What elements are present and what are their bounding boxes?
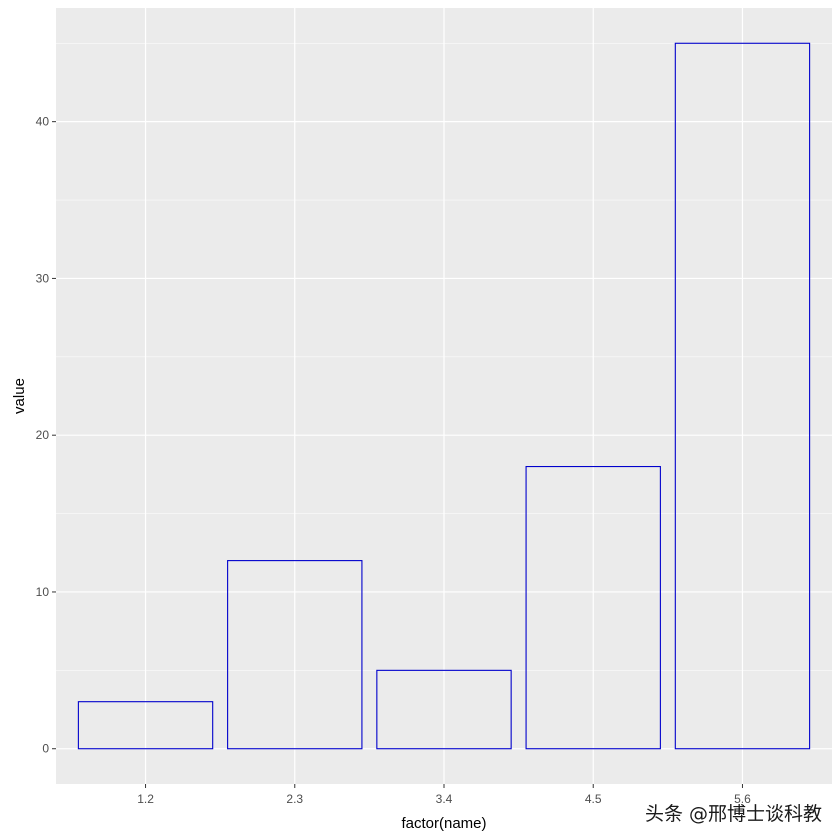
y-tick-label: 30 <box>36 271 50 285</box>
y-tick-label: 10 <box>36 585 50 599</box>
major-gridlines <box>56 8 832 784</box>
bar-series <box>77 42 811 750</box>
y-axis-ticks: 0 10 20 30 40 <box>36 115 56 756</box>
bar-4.5 <box>525 465 661 750</box>
x-axis-ticks: 1.2 2.3 3.4 4.5 5.6 <box>137 784 751 806</box>
watermark-text: 头条 @邢博士谈科教 <box>644 803 822 825</box>
x-tick-label: 1.2 <box>137 792 154 806</box>
x-tick-label: 3.4 <box>436 792 453 806</box>
bar-1.2 <box>77 701 214 750</box>
bar-3.4 <box>376 669 512 750</box>
x-tick-label: 2.3 <box>286 792 303 806</box>
bar-5.6 <box>674 42 811 750</box>
y-tick-label: 0 <box>42 742 49 756</box>
y-tick-label: 40 <box>36 115 50 129</box>
x-tick-label: 4.5 <box>585 792 602 806</box>
x-tick-label: 5.6 <box>734 792 751 806</box>
bar-2.3 <box>227 560 363 750</box>
y-tick-label: 20 <box>36 428 50 442</box>
x-axis-title: factor(name) <box>401 815 486 832</box>
y-axis-title: value <box>11 378 28 414</box>
